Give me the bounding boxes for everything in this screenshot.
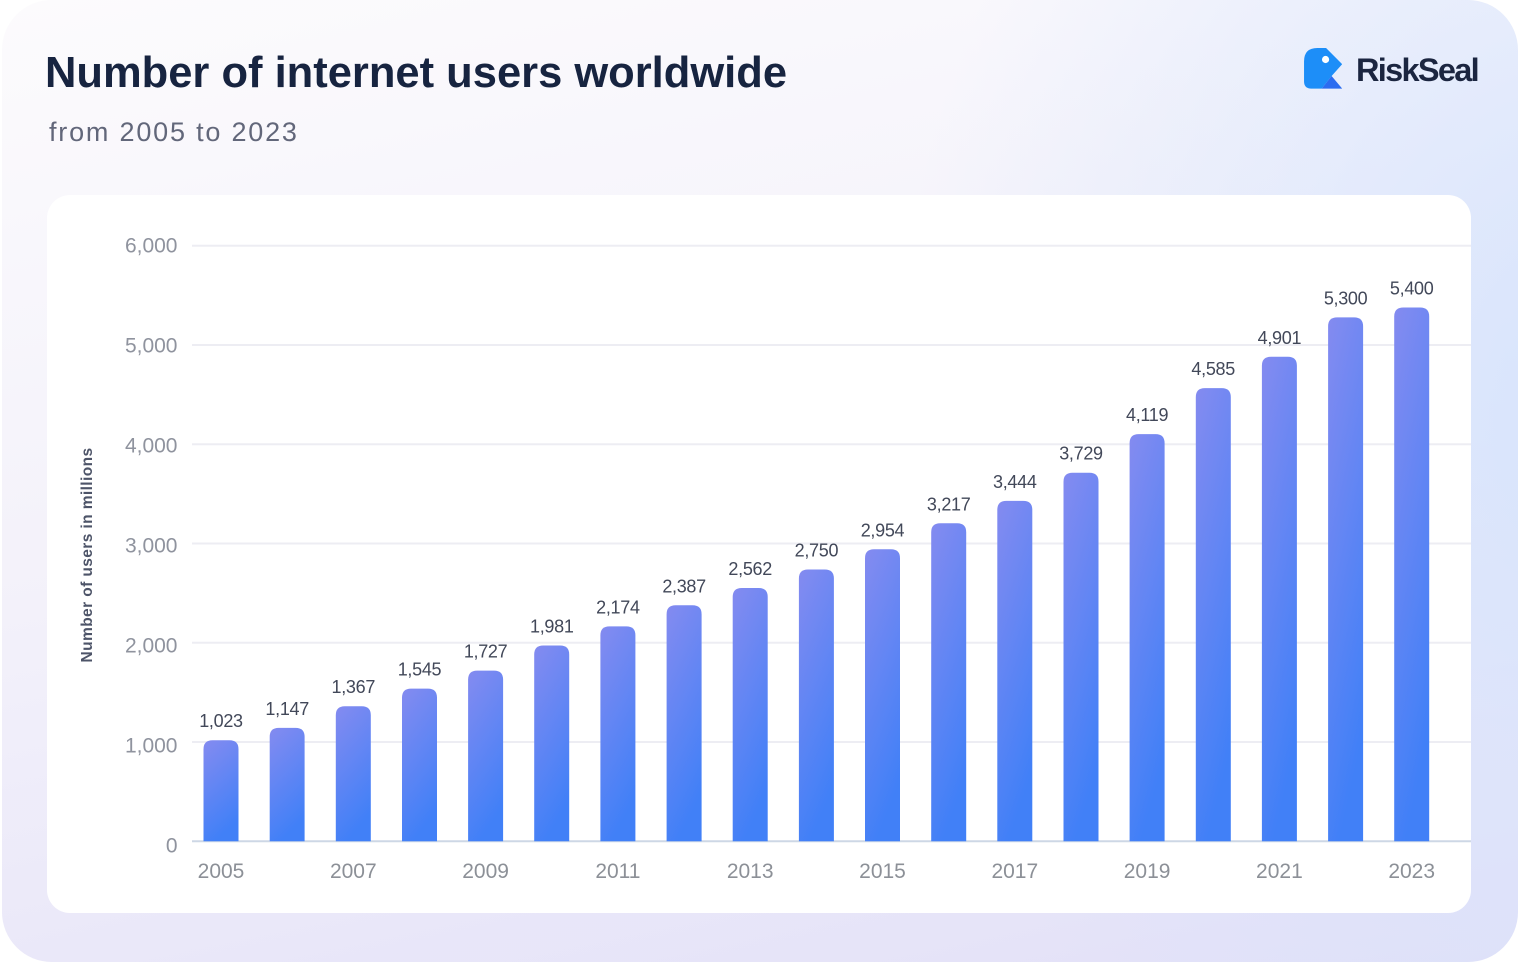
svg-text:5,000: 5,000 — [125, 334, 178, 357]
svg-text:1,000: 1,000 — [125, 734, 178, 757]
svg-text:2005: 2005 — [198, 860, 245, 883]
svg-text:1,023: 1,023 — [199, 711, 243, 731]
svg-text:2,387: 2,387 — [662, 576, 706, 596]
svg-text:2023: 2023 — [1388, 860, 1435, 883]
svg-text:1,367: 1,367 — [332, 677, 376, 697]
svg-text:6,000: 6,000 — [125, 234, 178, 257]
svg-text:2013: 2013 — [727, 860, 774, 883]
svg-text:4,119: 4,119 — [1126, 405, 1168, 425]
svg-text:2019: 2019 — [1124, 860, 1171, 883]
svg-text:2011: 2011 — [595, 860, 640, 883]
svg-text:2,750: 2,750 — [795, 541, 839, 561]
svg-text:1,545: 1,545 — [398, 660, 442, 680]
svg-text:4,901: 4,901 — [1258, 328, 1302, 348]
svg-text:2,000: 2,000 — [125, 634, 178, 657]
svg-text:2007: 2007 — [330, 860, 377, 883]
svg-text:2,954: 2,954 — [861, 520, 905, 540]
svg-text:1,147: 1,147 — [265, 699, 309, 719]
svg-text:Number of users in millions: Number of users in millions — [79, 448, 96, 663]
svg-text:1,727: 1,727 — [464, 642, 508, 662]
svg-text:2021: 2021 — [1256, 860, 1303, 883]
svg-text:2,562: 2,562 — [728, 559, 772, 579]
svg-text:0: 0 — [166, 834, 178, 857]
svg-text:3,729: 3,729 — [1059, 444, 1103, 464]
svg-text:2009: 2009 — [462, 860, 509, 883]
svg-text:3,217: 3,217 — [927, 494, 971, 514]
svg-text:1,981: 1,981 — [530, 617, 574, 637]
svg-text:4,585: 4,585 — [1191, 359, 1235, 379]
svg-text:5,400: 5,400 — [1390, 279, 1434, 299]
svg-text:4,000: 4,000 — [125, 434, 178, 457]
svg-text:2,174: 2,174 — [596, 597, 640, 617]
svg-text:3,444: 3,444 — [993, 472, 1037, 492]
svg-text:2015: 2015 — [859, 860, 906, 883]
svg-text:5,300: 5,300 — [1324, 288, 1368, 308]
svg-text:3,000: 3,000 — [125, 534, 178, 557]
svg-text:2017: 2017 — [991, 860, 1038, 883]
